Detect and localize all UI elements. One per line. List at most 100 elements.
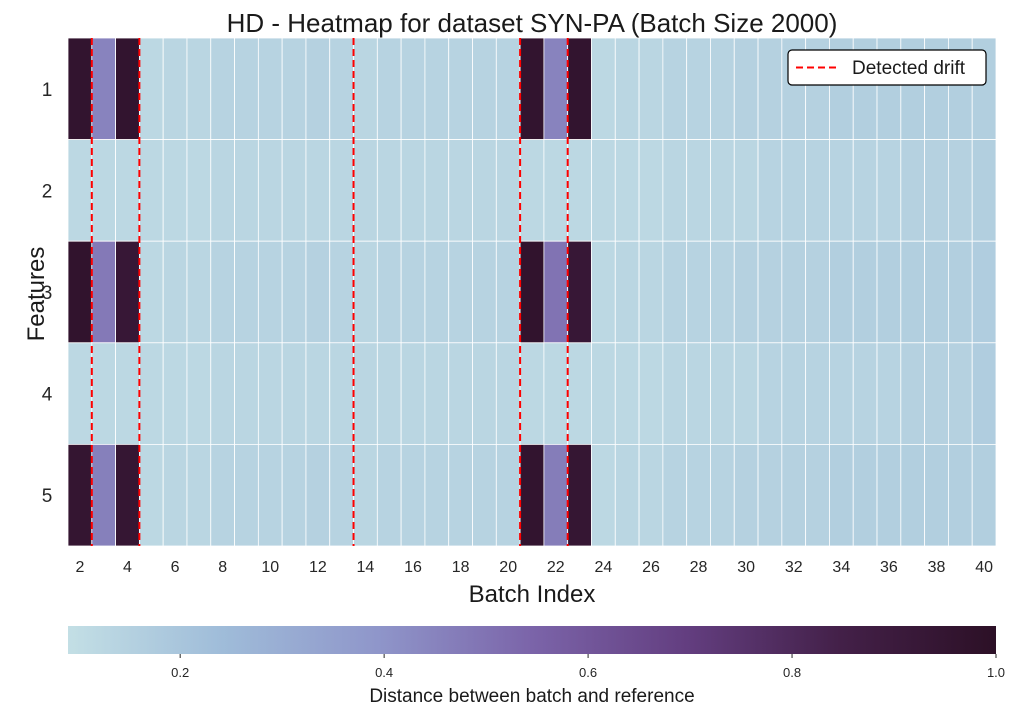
heatmap-cell bbox=[186, 240, 212, 344]
heatmap-cell bbox=[472, 342, 497, 445]
y-tick-label: 1 bbox=[42, 80, 53, 101]
x-tick-label: 18 bbox=[452, 559, 470, 576]
x-tick-label: 38 bbox=[928, 559, 946, 576]
x-tick-label: 2 bbox=[75, 559, 84, 576]
x-tick-label: 6 bbox=[171, 559, 180, 576]
heatmap-cell bbox=[519, 443, 545, 547]
heatmap-cell bbox=[162, 443, 188, 547]
heatmap-cell bbox=[400, 342, 426, 445]
heatmap-cell bbox=[305, 37, 331, 140]
heatmap-cell bbox=[829, 240, 854, 344]
x-axis-ticks: 2 4 6 8 10 12 14 16 18 20 22 24 26 28 30 32 34 36 38 40 bbox=[75, 559, 993, 576]
heatmap-cell bbox=[67, 443, 93, 547]
heatmap-cell bbox=[281, 37, 307, 140]
heatmap-cell bbox=[281, 139, 307, 242]
heatmap-cell bbox=[495, 37, 521, 140]
heatmap-cell bbox=[329, 240, 354, 344]
heatmap-cell bbox=[138, 37, 164, 140]
heatmap-cell bbox=[876, 139, 902, 242]
heatmap-cell bbox=[971, 240, 997, 344]
x-tick-label: 40 bbox=[975, 559, 993, 576]
heatmap-cell bbox=[900, 240, 926, 344]
heatmap-cell bbox=[472, 240, 497, 344]
heatmap-cell bbox=[852, 342, 878, 445]
heatmap-cell bbox=[281, 240, 307, 344]
heatmap-cell bbox=[948, 139, 973, 242]
heatmap-cell bbox=[162, 240, 188, 344]
heatmap-cell bbox=[638, 240, 664, 344]
heatmap-cell bbox=[662, 342, 688, 445]
y-tick-label: 4 bbox=[42, 385, 53, 406]
x-tick-label: 34 bbox=[832, 559, 850, 576]
y-tick-label: 5 bbox=[42, 486, 53, 507]
heatmap-cell bbox=[400, 139, 426, 242]
heatmap-cell bbox=[376, 240, 402, 344]
heatmap-cell bbox=[924, 139, 949, 242]
heatmap-cell bbox=[186, 443, 212, 547]
heatmap-cell bbox=[115, 139, 140, 242]
heatmap-cell bbox=[852, 240, 878, 344]
heatmap-cell bbox=[733, 139, 759, 242]
chart-title: HD - Heatmap for dataset SYN-PA (Batch S… bbox=[227, 8, 838, 38]
heatmap-cell bbox=[686, 37, 711, 140]
heatmap-cell bbox=[305, 240, 331, 344]
heatmap-cell bbox=[876, 443, 902, 547]
colorbar-tick-label: 0.8 bbox=[783, 665, 801, 680]
heatmap-cell bbox=[686, 240, 711, 344]
heatmap-cell bbox=[829, 443, 854, 547]
heatmap-cell bbox=[614, 139, 640, 242]
heatmap-cell bbox=[448, 443, 473, 547]
heatmap-cell bbox=[971, 342, 997, 445]
heatmap-cell bbox=[67, 139, 93, 242]
heatmap-cell bbox=[757, 37, 783, 140]
heatmap-cell bbox=[162, 139, 188, 242]
heatmap-cell bbox=[234, 139, 259, 242]
x-tick-label: 16 bbox=[404, 559, 422, 576]
heatmap-cell bbox=[234, 37, 259, 140]
heatmap-cell bbox=[948, 342, 973, 445]
colorbar-ticks: 0.2 0.4 0.6 0.8 1.0 bbox=[171, 654, 1005, 680]
colorbar-tick-label: 0.6 bbox=[579, 665, 597, 680]
y-tick-label: 2 bbox=[42, 181, 53, 202]
heatmap-cell bbox=[257, 240, 283, 344]
heatmap-cell bbox=[591, 240, 616, 344]
heatmap-cell bbox=[234, 240, 259, 344]
heatmap-cell bbox=[329, 443, 354, 547]
heatmap-cell bbox=[376, 139, 402, 242]
heatmap-cell bbox=[686, 139, 711, 242]
heatmap-cell bbox=[829, 139, 854, 242]
heatmap-cell bbox=[329, 37, 354, 140]
heatmap-cell bbox=[67, 37, 93, 140]
heatmap-cell bbox=[329, 139, 354, 242]
x-tick-label: 26 bbox=[642, 559, 660, 576]
x-tick-label: 32 bbox=[785, 559, 803, 576]
heatmap-cell bbox=[424, 240, 450, 344]
heatmap-cell bbox=[924, 342, 949, 445]
heatmap-cell bbox=[638, 139, 664, 242]
heatmap-cell bbox=[567, 37, 592, 140]
heatmap-cell bbox=[733, 37, 759, 140]
heatmap-cell bbox=[519, 240, 545, 344]
heatmap-cell bbox=[305, 139, 331, 242]
legend-label: Detected drift bbox=[852, 58, 966, 79]
heatmap-cell bbox=[805, 139, 830, 242]
heatmap-cell bbox=[257, 139, 283, 242]
heatmap-cell bbox=[638, 443, 664, 547]
heatmap-cell bbox=[281, 342, 307, 445]
heatmap-cell bbox=[638, 342, 664, 445]
heatmap-cell bbox=[900, 342, 926, 445]
heatmap-cell bbox=[115, 443, 140, 547]
heatmap-cell bbox=[472, 139, 497, 242]
y-axis-ticks: 1 2 3 4 5 bbox=[42, 80, 53, 507]
heatmap-cell bbox=[591, 139, 616, 242]
heatmap-cell bbox=[781, 240, 807, 344]
heatmap-cell bbox=[900, 139, 926, 242]
heatmap-cell bbox=[424, 342, 450, 445]
heatmap-cell bbox=[614, 37, 640, 140]
x-tick-label: 30 bbox=[737, 559, 755, 576]
heatmap-cell bbox=[210, 240, 235, 344]
heatmap-cell bbox=[591, 443, 616, 547]
heatmap-cell bbox=[138, 443, 164, 547]
x-tick-label: 12 bbox=[309, 559, 327, 576]
heatmap-cell bbox=[400, 443, 426, 547]
